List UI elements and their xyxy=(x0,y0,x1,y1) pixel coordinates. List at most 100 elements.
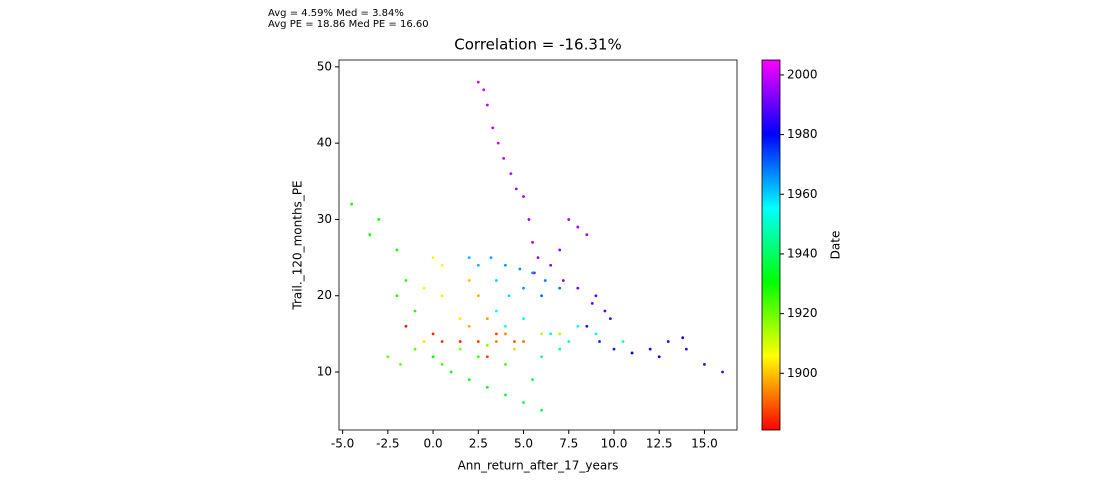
scatter-point xyxy=(540,332,544,336)
scatter-point xyxy=(440,362,444,366)
scatter-point xyxy=(590,301,594,305)
plot-frame xyxy=(338,59,738,431)
scatter-point xyxy=(494,340,498,343)
y-tick-label: 50 xyxy=(317,59,332,73)
scatter-point xyxy=(467,256,471,259)
scatter-point xyxy=(440,340,444,343)
x-tick-label: 2.5 xyxy=(469,437,488,451)
scatter-point xyxy=(504,393,507,397)
scatter-point xyxy=(504,324,507,328)
scatter-point xyxy=(422,286,426,290)
colorbar xyxy=(761,59,781,431)
scatter-point xyxy=(476,80,480,84)
scatter-point xyxy=(598,340,601,343)
scatter-point xyxy=(567,340,571,343)
colorbar-tick-label: 1960 xyxy=(787,187,818,201)
scatter-point xyxy=(404,324,408,328)
scatter-point xyxy=(684,347,688,351)
scatter-point xyxy=(513,347,516,351)
scatter-point xyxy=(413,347,417,351)
colorbar-label: Date xyxy=(829,231,843,260)
x-tick-label: 0.0 xyxy=(424,437,443,451)
y-axis-label: Trail._120_months_PE xyxy=(291,180,305,310)
scatter-point xyxy=(431,355,435,359)
scatter-point xyxy=(681,336,685,340)
scatter-point xyxy=(494,279,498,282)
scatter-point xyxy=(440,263,444,267)
scatter-point xyxy=(386,355,390,359)
scatter-point xyxy=(522,317,525,321)
scatter-point xyxy=(507,294,511,298)
scatter-point xyxy=(558,248,562,252)
scatter-point xyxy=(458,347,462,351)
scatter-point xyxy=(502,157,506,160)
scatter-point xyxy=(494,332,498,336)
scatter-point xyxy=(522,286,525,290)
annotation: Avg = 4.59% Med = 3.84% xyxy=(268,8,404,19)
scatter-point xyxy=(585,324,589,328)
colorbar-tick-label: 1940 xyxy=(787,246,818,260)
x-tick-label: 15.0 xyxy=(691,437,718,451)
scatter-point xyxy=(431,332,435,336)
scatter-point xyxy=(518,267,522,271)
scatter-point xyxy=(413,309,417,313)
scatter-point xyxy=(540,355,544,359)
scatter-point xyxy=(703,362,706,366)
scatter-point xyxy=(540,408,544,412)
scatter-point xyxy=(368,233,372,237)
x-tick-label: -5.0 xyxy=(331,437,354,451)
scatter-point xyxy=(485,103,489,107)
scatter-point xyxy=(527,218,531,221)
scatter-point xyxy=(467,279,471,282)
scatter-point xyxy=(630,351,634,355)
scatter-point xyxy=(514,187,518,191)
scatter-point xyxy=(531,378,534,382)
scatter-point xyxy=(399,362,402,366)
scatter-point xyxy=(543,279,547,282)
scatter-point xyxy=(558,332,562,336)
scatter-point xyxy=(395,248,399,252)
scatter-point xyxy=(476,294,480,298)
x-tick-label: 5.0 xyxy=(514,437,533,451)
x-tick-label: -2.5 xyxy=(376,437,399,451)
scatter-point xyxy=(522,401,525,404)
scatter-point xyxy=(482,88,486,92)
scatter-point xyxy=(404,279,408,282)
scatter-point xyxy=(491,126,495,130)
scatter-point xyxy=(395,294,399,298)
scatter-point xyxy=(485,385,489,389)
scatter-point xyxy=(476,340,480,343)
scatter-point xyxy=(458,340,462,343)
scatter-point xyxy=(540,294,544,298)
scatter-point xyxy=(608,317,612,321)
scatter-point xyxy=(721,370,724,374)
scatter-point xyxy=(494,309,498,313)
scatter-point xyxy=(476,355,480,359)
scatter-point xyxy=(458,317,462,321)
scatter-point xyxy=(485,343,489,347)
scatter-point xyxy=(350,202,354,206)
scatter-point xyxy=(666,340,670,343)
scatter-point xyxy=(504,362,507,366)
annotation: Avg PE = 18.86 Med PE = 16.60 xyxy=(268,19,429,30)
scatter-point xyxy=(561,279,565,282)
scatter-point xyxy=(440,294,444,298)
scatter-point xyxy=(509,172,513,176)
x-tick-label: 10.0 xyxy=(601,437,628,451)
scatter-point xyxy=(485,355,489,359)
scatter-point xyxy=(531,240,534,244)
scatter-point xyxy=(522,340,525,343)
scatter-point xyxy=(504,332,507,336)
scatter-point xyxy=(585,233,589,237)
scatter-point xyxy=(549,263,553,267)
x-tick-label: 7.5 xyxy=(559,437,578,451)
scatter-point xyxy=(377,218,381,221)
scatter-point xyxy=(489,256,493,259)
scatter-point xyxy=(594,294,598,298)
scatter-point xyxy=(485,317,489,321)
scatter-point xyxy=(594,332,598,336)
colorbar-tick-label: 1920 xyxy=(787,306,818,320)
y-tick-label: 10 xyxy=(317,365,332,379)
scatter-point xyxy=(576,286,580,290)
